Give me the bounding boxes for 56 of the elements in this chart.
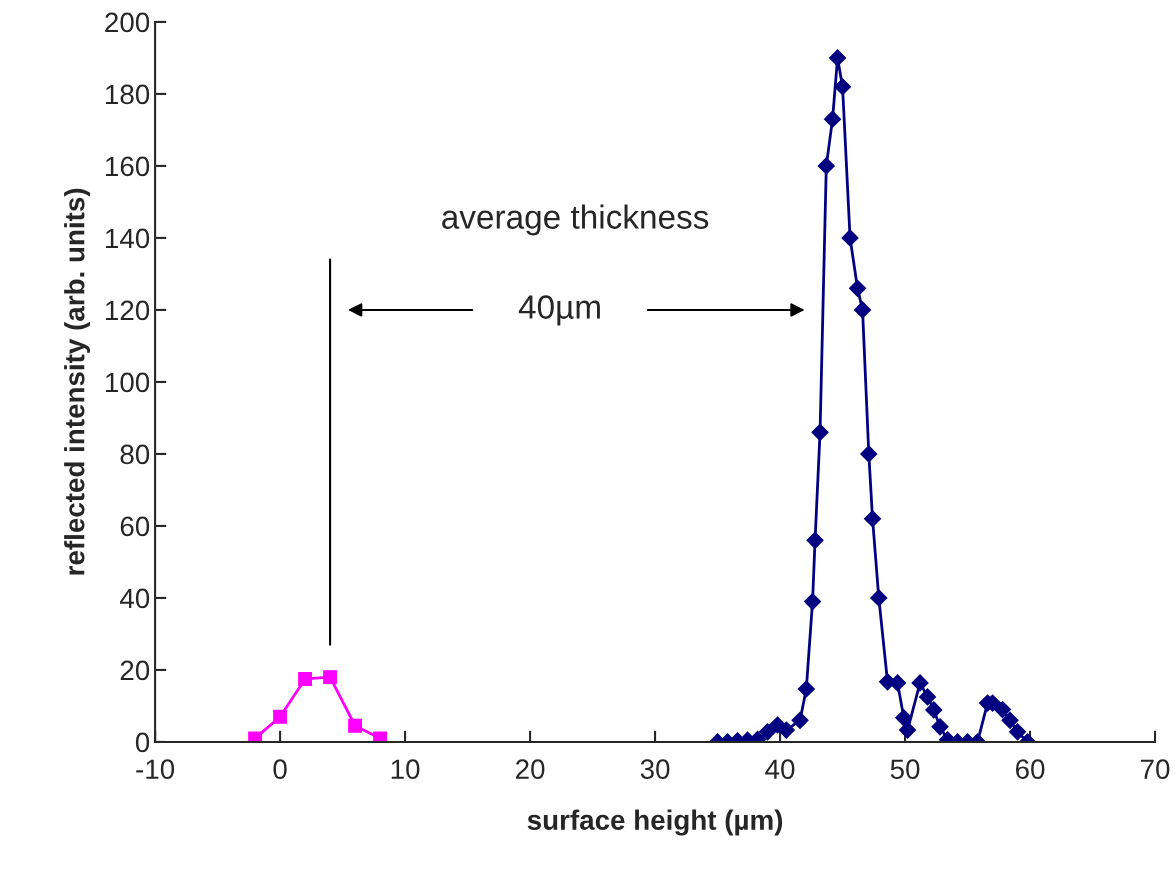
point <box>993 700 1012 719</box>
annotation: average thickness <box>442 204 709 236</box>
x-tick-label: 50 <box>890 759 920 780</box>
point <box>823 110 842 128</box>
point <box>1001 711 1019 729</box>
point <box>1008 723 1027 741</box>
y-tick-label: 60 <box>120 516 150 537</box>
point <box>828 49 847 67</box>
y-axis-title: reflected intensity (arb. units) <box>64 188 91 575</box>
point <box>323 670 338 685</box>
point <box>811 423 829 441</box>
point <box>860 445 878 463</box>
x-tick-label: 10 <box>391 759 420 780</box>
y-tick-label: 180 <box>106 84 150 105</box>
point <box>898 721 917 739</box>
x-tick-label: 20 <box>516 759 545 780</box>
point <box>273 709 288 724</box>
y-tick-label: 200 <box>105 12 150 33</box>
point <box>863 510 882 528</box>
point <box>777 721 795 739</box>
point <box>925 701 943 719</box>
point <box>806 531 824 549</box>
x-tick-label: 70 <box>1141 759 1170 780</box>
point <box>841 229 859 247</box>
point <box>791 711 809 729</box>
point <box>248 731 263 742</box>
point <box>911 674 929 692</box>
x-tick-label: -10 <box>136 759 175 780</box>
point <box>918 688 937 706</box>
y-tick-label: 100 <box>106 372 150 393</box>
point <box>797 680 815 698</box>
point <box>803 592 822 611</box>
x-tick-label: 30 <box>640 759 670 780</box>
x-tick-label: 40 <box>765 759 795 780</box>
point <box>373 731 388 742</box>
y-tick-label: 0 <box>135 732 150 753</box>
point <box>848 279 867 297</box>
point <box>870 589 888 607</box>
x-axis-title: surface height (µm) <box>527 809 783 836</box>
point <box>817 157 835 175</box>
point <box>348 718 363 733</box>
point <box>931 718 949 736</box>
x-tick-label: 60 <box>1016 759 1045 780</box>
point <box>895 709 913 727</box>
y-tick-label: 120 <box>106 300 150 321</box>
point <box>298 671 313 686</box>
x-tick-label: 0 <box>273 759 287 780</box>
y-tick-label: 20 <box>120 660 150 681</box>
point <box>833 78 852 96</box>
point <box>853 301 872 319</box>
y-tick-label: 40 <box>119 588 150 609</box>
y-tick-label: 140 <box>106 228 150 249</box>
point <box>759 723 777 741</box>
y-tick-label: 80 <box>120 444 150 465</box>
y-tick-label: 160 <box>106 156 150 177</box>
annotation: 40µm <box>518 295 600 326</box>
